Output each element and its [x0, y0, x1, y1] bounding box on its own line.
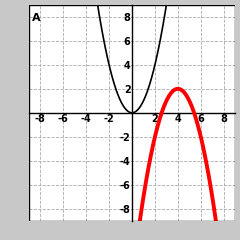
Text: A: A: [32, 13, 41, 23]
Bar: [29, 5, 235, 221]
